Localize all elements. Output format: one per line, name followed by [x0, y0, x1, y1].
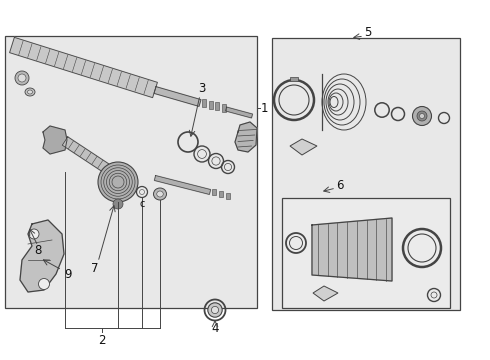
Polygon shape — [10, 37, 157, 98]
Circle shape — [39, 279, 49, 289]
Ellipse shape — [27, 90, 32, 94]
Polygon shape — [62, 137, 115, 176]
Polygon shape — [43, 126, 67, 154]
Circle shape — [113, 199, 123, 209]
Polygon shape — [154, 176, 211, 194]
Polygon shape — [312, 218, 392, 281]
Polygon shape — [313, 286, 338, 301]
Bar — [5, 36, 257, 308]
Bar — [219, 191, 222, 197]
Text: 8: 8 — [34, 243, 42, 256]
Circle shape — [98, 162, 138, 202]
Text: 4: 4 — [211, 321, 219, 334]
Bar — [290, 77, 298, 81]
Polygon shape — [290, 139, 317, 155]
Bar — [226, 193, 229, 199]
Circle shape — [18, 74, 26, 82]
Text: 6: 6 — [336, 179, 344, 192]
Circle shape — [419, 113, 424, 118]
Text: 9: 9 — [64, 267, 72, 280]
Text: 3: 3 — [198, 81, 206, 94]
Text: 2: 2 — [98, 333, 106, 346]
Circle shape — [417, 111, 427, 121]
Polygon shape — [154, 87, 201, 106]
Text: 1: 1 — [261, 102, 269, 114]
Bar — [282, 198, 450, 308]
Polygon shape — [235, 122, 257, 152]
Text: c: c — [139, 199, 145, 209]
Ellipse shape — [153, 188, 167, 200]
Bar — [209, 101, 213, 109]
Circle shape — [413, 107, 432, 126]
Circle shape — [29, 229, 39, 239]
Bar — [215, 102, 220, 110]
Text: 7: 7 — [91, 261, 99, 275]
Ellipse shape — [157, 191, 163, 197]
Text: 5: 5 — [364, 26, 372, 39]
Bar — [222, 104, 226, 112]
Bar — [202, 99, 206, 107]
Polygon shape — [20, 220, 64, 292]
Circle shape — [208, 303, 222, 317]
Ellipse shape — [25, 88, 35, 96]
Bar — [212, 189, 216, 195]
Polygon shape — [225, 107, 252, 118]
Circle shape — [211, 306, 219, 314]
Circle shape — [15, 71, 29, 85]
Bar — [272, 38, 460, 310]
